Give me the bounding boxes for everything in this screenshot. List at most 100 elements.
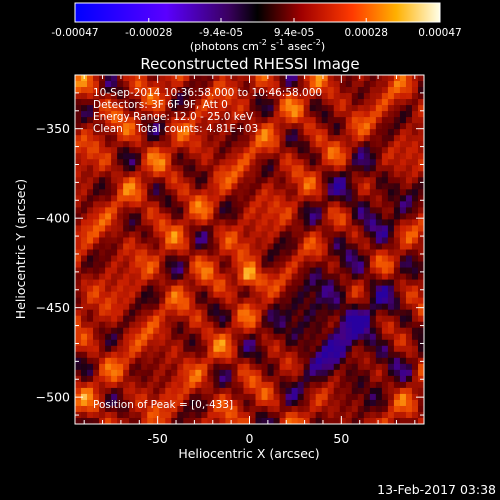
heatmap-cell [249, 135, 256, 142]
heatmap-cell [231, 417, 238, 424]
heatmap-cell [309, 375, 317, 383]
heatmap-cell [273, 147, 280, 154]
heatmap-cell [285, 285, 293, 293]
heatmap-cell [123, 297, 130, 305]
heatmap-cell [393, 171, 401, 178]
heatmap-cell [93, 333, 100, 341]
heatmap-cell [123, 381, 130, 389]
heatmap-cell [417, 225, 424, 232]
heatmap-cell [207, 81, 214, 88]
heatmap-cell [369, 405, 377, 413]
heatmap-cell [225, 159, 232, 166]
heatmap-cell [141, 99, 148, 106]
heatmap-cell [273, 207, 280, 214]
heatmap-cell [339, 297, 347, 305]
heatmap-cell [201, 369, 208, 377]
heatmap-cell [189, 189, 196, 196]
heatmap-cell [357, 105, 365, 112]
heatmap-cell [285, 147, 293, 154]
heatmap-cell [207, 339, 214, 347]
heatmap-cell [273, 315, 280, 323]
heatmap-cell [75, 345, 82, 353]
heatmap-cell [123, 261, 130, 268]
heatmap-cell [165, 231, 172, 238]
heatmap-cell [171, 135, 178, 142]
heatmap-cell [195, 405, 202, 413]
heatmap-cell [333, 81, 341, 88]
heatmap-cell [153, 177, 160, 184]
heatmap-cell [399, 93, 407, 100]
heatmap-cell [111, 207, 118, 214]
heatmap-cell [399, 81, 407, 88]
heatmap-cell [147, 231, 154, 238]
heatmap-cell [99, 297, 106, 305]
heatmap-cell [339, 231, 347, 238]
heatmap-cell [177, 261, 184, 268]
heatmap-cell [177, 219, 184, 226]
heatmap-cell [99, 387, 106, 395]
heatmap-cell [93, 351, 100, 359]
heatmap-cell [303, 183, 311, 190]
heatmap-cell [321, 141, 329, 148]
heatmap-cell [147, 147, 154, 154]
heatmap-cell [219, 351, 226, 359]
heatmap-cell [417, 315, 424, 323]
heatmap-cell [297, 285, 305, 293]
heatmap-cell [333, 189, 341, 196]
heatmap-cell [321, 339, 329, 347]
heatmap-cell [315, 405, 323, 413]
heatmap-cell [369, 231, 377, 238]
heatmap-cell [153, 165, 160, 172]
heatmap-cell [93, 279, 100, 287]
heatmap-cell [291, 195, 299, 202]
heatmap-cell [243, 399, 250, 407]
heatmap-cell [273, 201, 280, 208]
heatmap-cell [297, 357, 305, 365]
heatmap-cell [159, 117, 166, 124]
heatmap-cell [171, 405, 178, 413]
heatmap-cell [375, 81, 383, 88]
heatmap-cell [225, 207, 232, 214]
heatmap-cell [129, 249, 136, 256]
heatmap-cell [129, 273, 136, 280]
heatmap-cell [267, 393, 274, 401]
heatmap-cell [369, 387, 377, 395]
heatmap-cell [177, 345, 184, 353]
heatmap-cell [213, 93, 220, 100]
heatmap-cell [177, 153, 184, 160]
heatmap-cell [351, 387, 359, 395]
heatmap-cell [357, 303, 365, 311]
heatmap-cell [81, 399, 88, 407]
heatmap-cell [393, 327, 401, 335]
heatmap-cell [243, 333, 250, 341]
heatmap-cell [261, 351, 268, 359]
heatmap-cell [213, 159, 220, 166]
heatmap-cell [261, 297, 268, 305]
heatmap-cell [189, 123, 196, 130]
heatmap-cell [285, 117, 293, 124]
heatmap-cell [93, 327, 100, 335]
heatmap-cell [159, 123, 166, 130]
heatmap-cell [159, 411, 166, 419]
heatmap-cell [117, 99, 124, 106]
heatmap-cell [255, 201, 262, 208]
heatmap-cell [93, 237, 100, 244]
heatmap-cell [261, 93, 268, 100]
heatmap-cell [225, 399, 232, 407]
heatmap-cell [321, 297, 329, 305]
heatmap-cell [399, 141, 407, 148]
heatmap-cell [201, 357, 208, 365]
heatmap-cell [255, 315, 262, 323]
heatmap-cell [99, 105, 106, 112]
heatmap-cell [363, 339, 371, 347]
heatmap-cell [315, 153, 323, 160]
heatmap-cell [207, 183, 214, 190]
heatmap-cell [183, 405, 190, 413]
heatmap-cell [297, 405, 305, 413]
heatmap-cell [159, 219, 166, 226]
heatmap-cell [363, 297, 371, 305]
heatmap-cell [297, 279, 305, 287]
heatmap-cell [411, 339, 419, 347]
heatmap-cell [171, 117, 178, 124]
heatmap-cell [375, 243, 383, 250]
